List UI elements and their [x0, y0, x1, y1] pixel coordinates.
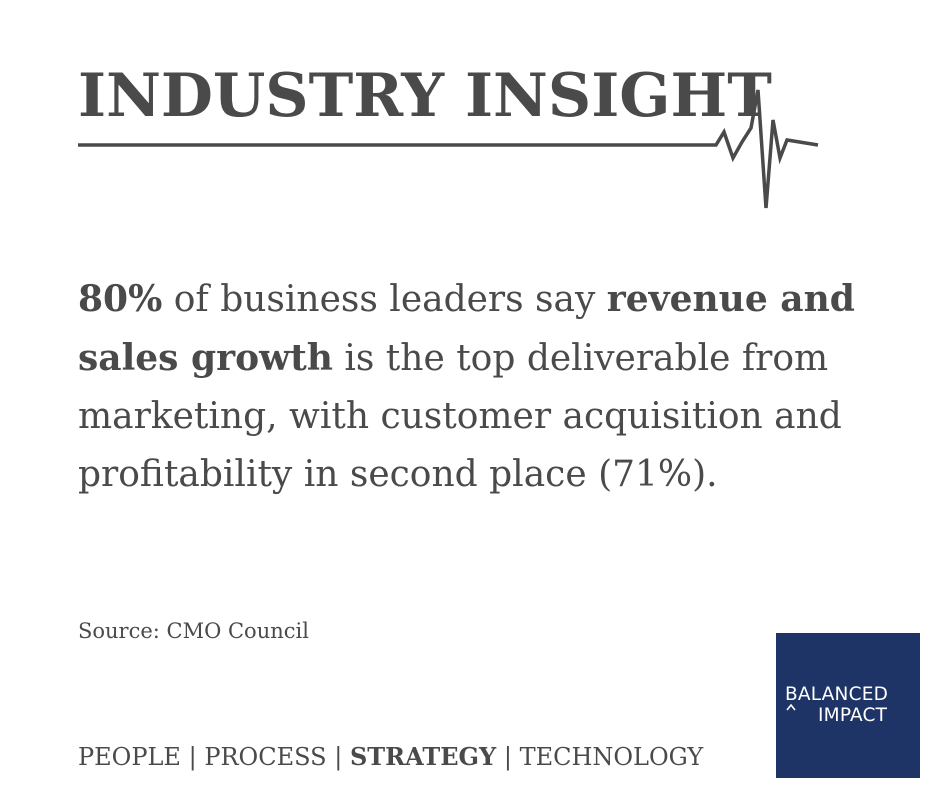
heartbeat-line-icon — [78, 89, 819, 209]
tagline-separator: | — [334, 743, 343, 771]
tagline: PEOPLE | PROCESS | STRATEGY | TECHNOLOGY — [78, 740, 703, 774]
brand-logo: BALANCED IMPACT — [776, 633, 920, 778]
insight-stat-highlight: 80% — [78, 278, 163, 320]
caret-up-icon — [786, 703, 796, 711]
logo-text-line2: IMPACT — [818, 705, 888, 726]
tagline-item-strategy: STRATEGY — [349, 742, 497, 771]
tagline-item-technology: TECHNOLOGY — [519, 743, 704, 771]
tagline-separator: | — [188, 743, 197, 771]
insight-keyphrase-highlight: revenue and sales growth — [78, 278, 855, 379]
tagline-item-process: PROCESS — [204, 743, 327, 771]
insight-text-part: of business leaders say — [162, 279, 607, 320]
page-title: INDUSTRY INSIGHT — [78, 61, 772, 131]
insight-statement: 80% of business leaders say revenue and … — [78, 270, 878, 504]
source-citation: Source: CMO Council — [78, 619, 309, 643]
heartbeat-line-path — [78, 89, 819, 209]
logo-text-line1: BALANCED — [785, 684, 889, 705]
insight-text-part: is the top deliverable from marketing, w… — [78, 338, 842, 495]
tagline-item-people: PEOPLE — [78, 743, 181, 771]
tagline-separator: | — [503, 743, 512, 771]
